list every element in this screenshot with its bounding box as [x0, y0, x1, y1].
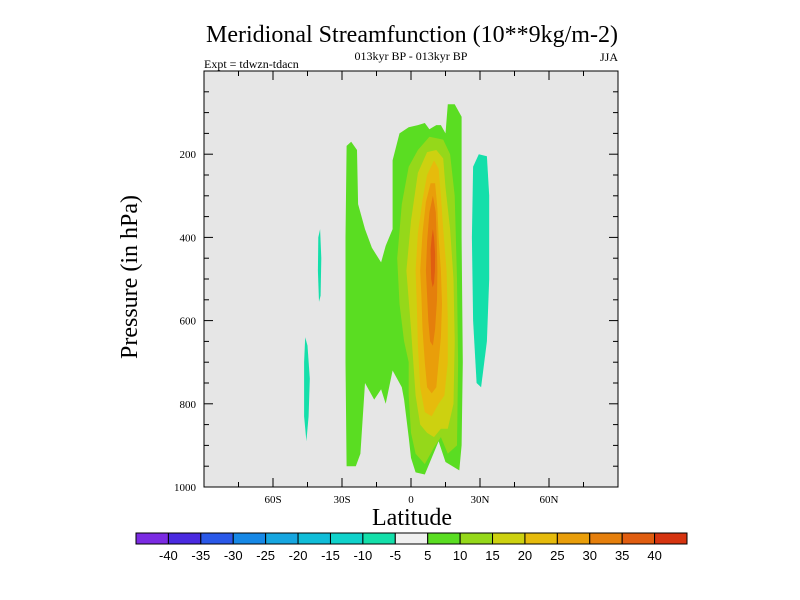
colorbar-swatch — [135, 532, 169, 545]
colorbar-label: -20 — [289, 548, 308, 563]
colorbar-swatch — [556, 532, 591, 545]
colorbar-label: 5 — [424, 548, 431, 563]
colorbar-swatch — [427, 532, 461, 545]
colorbar-label: 40 — [647, 548, 661, 563]
colorbar-swatch — [524, 532, 558, 545]
chart-subtitle-left: Expt = tdwzn-tdacn — [204, 57, 299, 71]
colorbar-label: -35 — [191, 548, 210, 563]
chart-title: Meridional Streamfunction (10**9kg/m-2) — [206, 22, 618, 48]
x-tick-label: 60S — [264, 494, 281, 506]
colorbar-label: -25 — [256, 548, 275, 563]
colorbar-label: -15 — [321, 548, 340, 563]
contour-region-cyan-south — [317, 229, 322, 302]
colorbar-swatch — [394, 532, 429, 545]
colorbar-label: 30 — [583, 548, 597, 563]
colorbar-label: -30 — [224, 548, 243, 563]
colorbar-label: -10 — [353, 548, 372, 563]
colorbar-swatch — [167, 532, 202, 545]
y-tick-label: 800 — [180, 399, 197, 411]
plot-frame — [203, 70, 619, 488]
colorbar-label: 35 — [615, 548, 629, 563]
colorbar-swatch — [492, 532, 526, 545]
colorbar-label: -5 — [390, 548, 402, 563]
chart-subtitle-right: JJA — [600, 50, 618, 64]
colorbar-swatch — [265, 532, 299, 545]
colorbar-swatch — [459, 532, 494, 545]
contour-region-cyan-30n — [471, 154, 490, 388]
contour-regions — [304, 104, 490, 475]
y-tick-label: 200 — [180, 149, 197, 161]
colorbar-label: 25 — [550, 548, 564, 563]
colorbar-label: 15 — [485, 548, 499, 563]
y-axis-label: Pressure (in hPa) — [117, 195, 143, 359]
colorbar-label: -40 — [159, 548, 178, 563]
y-tick-label: 400 — [180, 232, 197, 244]
x-axis-label: Latitude — [372, 505, 452, 531]
x-tick-label: 60N — [540, 494, 559, 506]
axis-ticks: 200 400 600 800 1000 60S 30S 0 30N 60N — [174, 71, 618, 506]
colorbar-swatch — [621, 532, 656, 545]
colorbar: -40 -35 -30 -25 -20 -15 -10 -5 5 10 15 20 25 30 35 40 — [135, 532, 688, 563]
colorbar-label: 10 — [453, 548, 467, 563]
contour-region-cyan-far-south — [304, 337, 310, 442]
y-tick-label: 1000 — [174, 482, 197, 494]
colorbar-swatch — [589, 532, 623, 545]
colorbar-swatch — [232, 532, 267, 545]
colorbar-swatch — [200, 532, 234, 545]
colorbar-swatch — [362, 532, 396, 545]
colorbar-swatch — [329, 532, 364, 545]
contour-region-red-orange — [430, 229, 436, 288]
y-tick-label: 600 — [180, 316, 197, 328]
x-tick-label: 30S — [333, 494, 350, 506]
colorbar-swatch — [654, 532, 688, 545]
colorbar-swatch — [297, 532, 331, 545]
x-tick-label: 0 — [408, 494, 414, 506]
x-tick-label: 30N — [471, 494, 490, 506]
chart-subtitle-center: 013kyr BP - 013kyr BP — [355, 49, 468, 63]
colorbar-label: 20 — [518, 548, 532, 563]
